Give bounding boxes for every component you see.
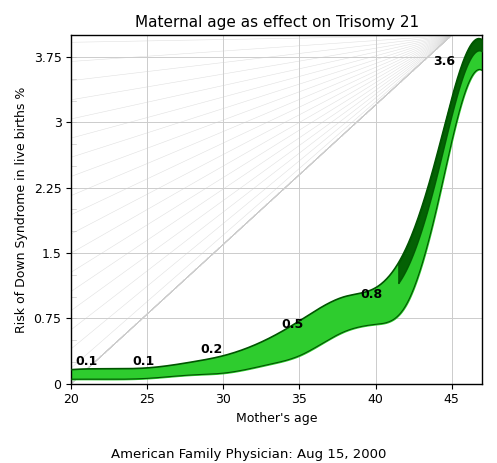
X-axis label: Mother's age: Mother's age	[236, 412, 318, 425]
Title: Maternal age as effect on Trisomy 21: Maternal age as effect on Trisomy 21	[135, 15, 418, 30]
Text: 3.6: 3.6	[433, 56, 455, 69]
Text: 0.8: 0.8	[360, 288, 382, 301]
Text: 0.1: 0.1	[76, 355, 98, 368]
Text: 0.5: 0.5	[281, 319, 304, 332]
Text: 0.1: 0.1	[132, 355, 155, 368]
Text: American Family Physician: Aug 15, 2000: American Family Physician: Aug 15, 2000	[111, 448, 386, 461]
Text: 0.2: 0.2	[201, 343, 223, 356]
Y-axis label: Risk of Down Syndrome in live births %: Risk of Down Syndrome in live births %	[15, 86, 28, 332]
